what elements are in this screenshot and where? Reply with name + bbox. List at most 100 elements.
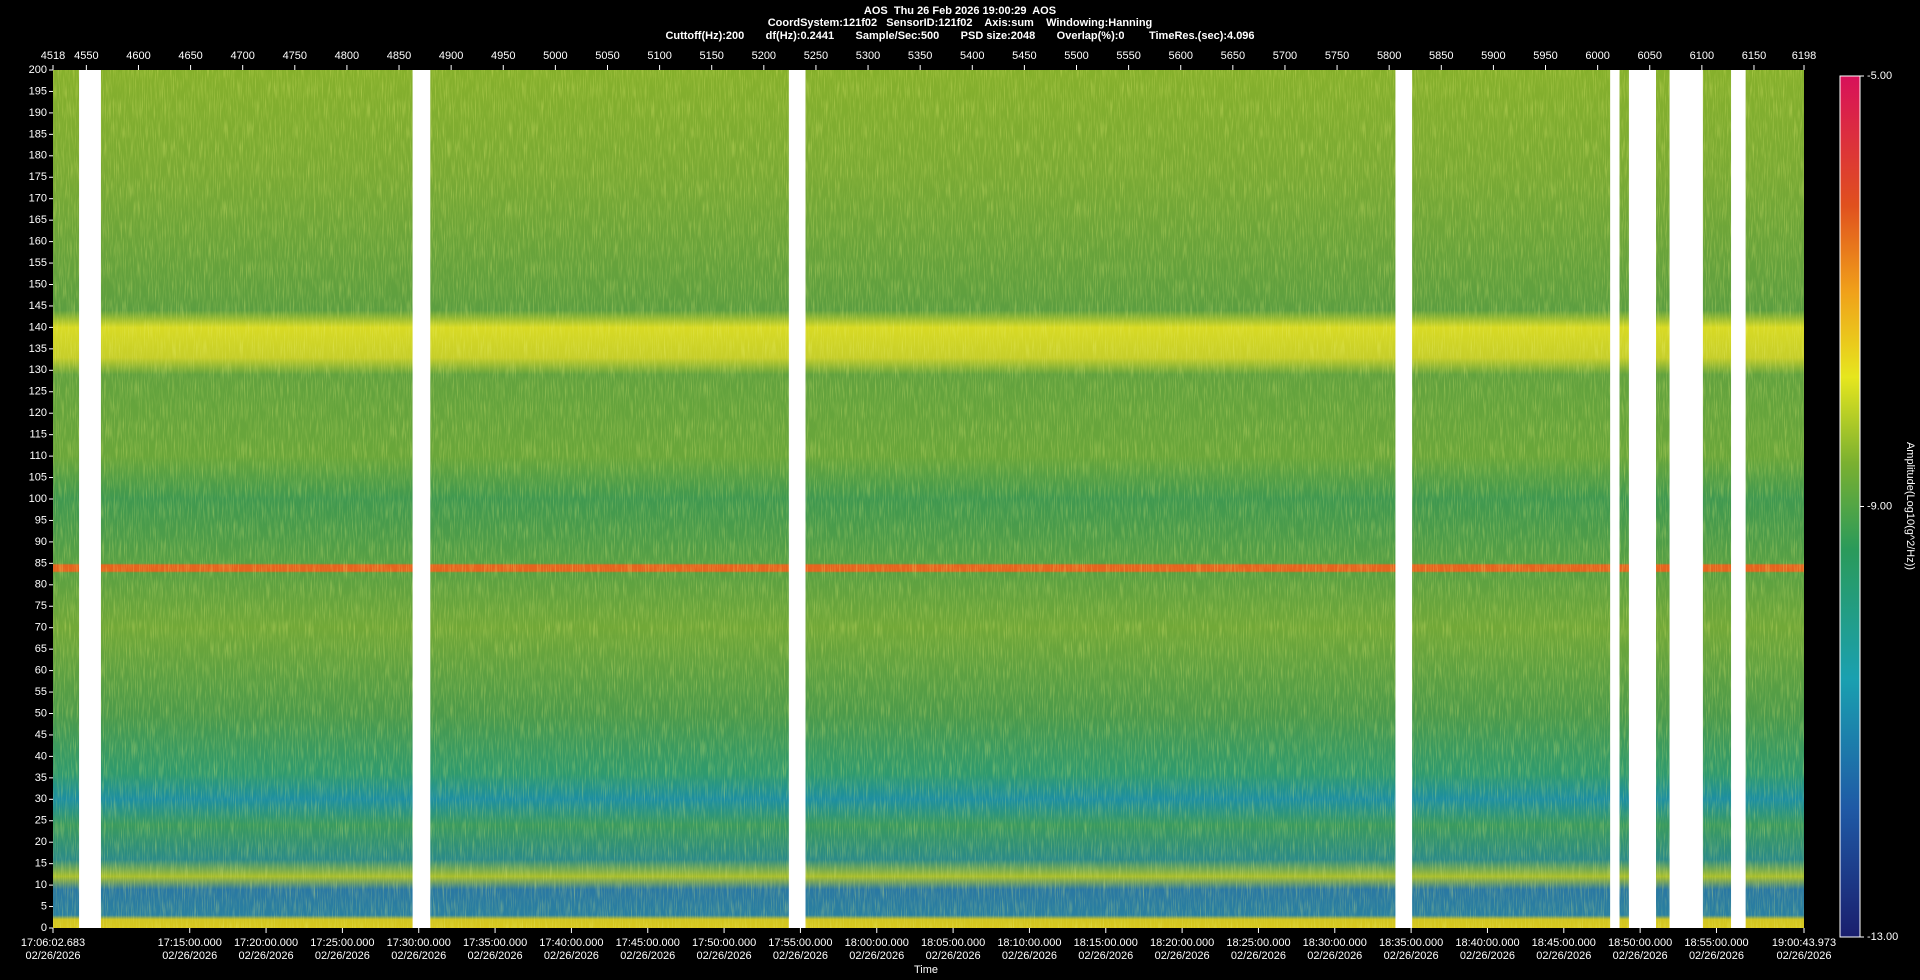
y-tick-label: 75	[35, 600, 47, 612]
time-tick-label: 02/26/2026	[25, 950, 80, 962]
y-tick-label: 40	[35, 750, 47, 762]
y-tick-label: 10	[35, 879, 47, 891]
colorbar-tick-label: -9.00	[1867, 500, 1892, 512]
time-tick-label: 02/26/2026	[1536, 950, 1591, 962]
time-tick-label: 02/26/2026	[544, 950, 599, 962]
time-tick-label: 18:00:00.000	[845, 937, 909, 949]
y-tick-label: 200	[29, 64, 47, 76]
top-tick-label: 5400	[960, 50, 984, 62]
top-tick-label: 4600	[126, 50, 150, 62]
time-tick-label: 02/26/2026	[239, 950, 294, 962]
top-tick-label: 6000	[1585, 50, 1609, 62]
y-tick-label: 190	[29, 107, 47, 119]
time-tick-label: 17:15:00.000	[158, 937, 222, 949]
time-tick-label: 02/26/2026	[849, 950, 904, 962]
time-tick-label: 02/26/2026	[391, 950, 446, 962]
time-tick-label: 17:55:00.000	[768, 937, 832, 949]
data-gap	[1731, 70, 1746, 928]
y-tick-label: 15	[35, 858, 47, 870]
chart-subtitle: CoordSystem:121f02 SensorID:121f02 Axis:…	[768, 17, 1153, 29]
time-tick-label: 02/26/2026	[1078, 950, 1133, 962]
top-tick-label: 5450	[1012, 50, 1036, 62]
y-tick-label: 50	[35, 707, 47, 719]
y-tick-label: 135	[29, 343, 47, 355]
time-tick-label: 17:30:00.000	[387, 937, 451, 949]
time-tick-label: 17:50:00.000	[692, 937, 756, 949]
top-tick-label: 6198	[1792, 50, 1816, 62]
time-tick-label: 02/26/2026	[773, 950, 828, 962]
top-tick-label: 5600	[1168, 50, 1192, 62]
y-tick-label: 70	[35, 622, 47, 634]
time-tick-label: 19:00:43.973	[1772, 937, 1836, 949]
time-tick-label: 02/26/2026	[1231, 950, 1286, 962]
y-tick-label: 85	[35, 557, 47, 569]
colorbar-tick-label: -5.00	[1867, 70, 1892, 82]
y-tick-label: 130	[29, 364, 47, 376]
y-tick-label: 55	[35, 686, 47, 698]
time-tick-label: 18:20:00.000	[1150, 937, 1214, 949]
top-tick-label: 5800	[1377, 50, 1401, 62]
y-tick-label: 140	[29, 321, 47, 333]
time-tick-label: 18:15:00.000	[1074, 937, 1138, 949]
y-tick-label: 110	[29, 450, 47, 462]
spectrogram-texture	[53, 70, 1804, 928]
time-tick-label: 18:50:00.000	[1608, 937, 1672, 949]
time-tick-label: 02/26/2026	[697, 950, 752, 962]
time-tick-label: 02/26/2026	[1002, 950, 1057, 962]
time-tick-label: 18:30:00.000	[1303, 937, 1367, 949]
y-tick-label: 195	[29, 85, 47, 97]
y-tick-label: 65	[35, 643, 47, 655]
top-tick-label: 5200	[752, 50, 776, 62]
colorbar-label: Amplitude(Log10(g^2/Hz))	[1904, 442, 1916, 570]
top-tick-label: 5850	[1429, 50, 1453, 62]
y-tick-label: 180	[29, 150, 47, 162]
top-tick-label: 5650	[1221, 50, 1245, 62]
top-tick-label: 4800	[335, 50, 359, 62]
top-tick-label: 6050	[1638, 50, 1662, 62]
y-tick-label: 80	[35, 579, 47, 591]
time-tick-label: 02/26/2026	[1689, 950, 1744, 962]
time-tick-label: 17:06:02.683	[21, 937, 85, 949]
y-tick-label: 20	[35, 836, 47, 848]
y-tick-label: 150	[29, 278, 47, 290]
top-tick-label: 4518	[41, 50, 65, 62]
y-tick-label: 45	[35, 729, 47, 741]
y-tick-label: 25	[35, 815, 47, 827]
time-tick-label: 02/26/2026	[1776, 950, 1831, 962]
time-tick-label: 18:35:00.000	[1379, 937, 1443, 949]
data-gap	[1669, 70, 1703, 928]
y-tick-label: 170	[29, 193, 47, 205]
top-tick-label: 4650	[178, 50, 202, 62]
top-tick-label: 6100	[1690, 50, 1714, 62]
time-tick-label: 17:25:00.000	[310, 937, 374, 949]
top-tick-label: 4550	[74, 50, 98, 62]
y-tick-label: 125	[29, 386, 47, 398]
time-tick-label: 17:35:00.000	[463, 937, 527, 949]
time-tick-label: 02/26/2026	[1460, 950, 1515, 962]
y-tick-label: 100	[29, 493, 47, 505]
time-tick-label: 02/26/2026	[162, 950, 217, 962]
top-tick-label: 4900	[439, 50, 463, 62]
data-gap	[788, 70, 806, 928]
data-gap	[1395, 70, 1413, 928]
data-gap	[1628, 70, 1656, 928]
top-tick-label: 5050	[595, 50, 619, 62]
y-tick-label: 95	[35, 514, 47, 526]
y-tick-label: 30	[35, 793, 47, 805]
time-tick-label: 17:45:00.000	[616, 937, 680, 949]
time-tick-label: 02/26/2026	[620, 950, 675, 962]
time-tick-label: 18:25:00.000	[1226, 937, 1290, 949]
time-tick-label: 18:55:00.000	[1684, 937, 1748, 949]
top-tick-label: 5350	[908, 50, 932, 62]
time-tick-label: 02/26/2026	[468, 950, 523, 962]
settings-line: Cuttoff(Hz):200 df(Hz):0.2441 Sample/Sec…	[665, 30, 1254, 42]
time-tick-label: 02/26/2026	[926, 950, 981, 962]
y-tick-label: 105	[29, 471, 47, 483]
y-tick-label: 185	[29, 128, 47, 140]
top-tick-label: 5550	[1116, 50, 1140, 62]
y-tick-label: 145	[29, 300, 47, 312]
top-tick-label: 4700	[230, 50, 254, 62]
data-gap	[79, 70, 101, 928]
top-tick-label: 4750	[283, 50, 307, 62]
